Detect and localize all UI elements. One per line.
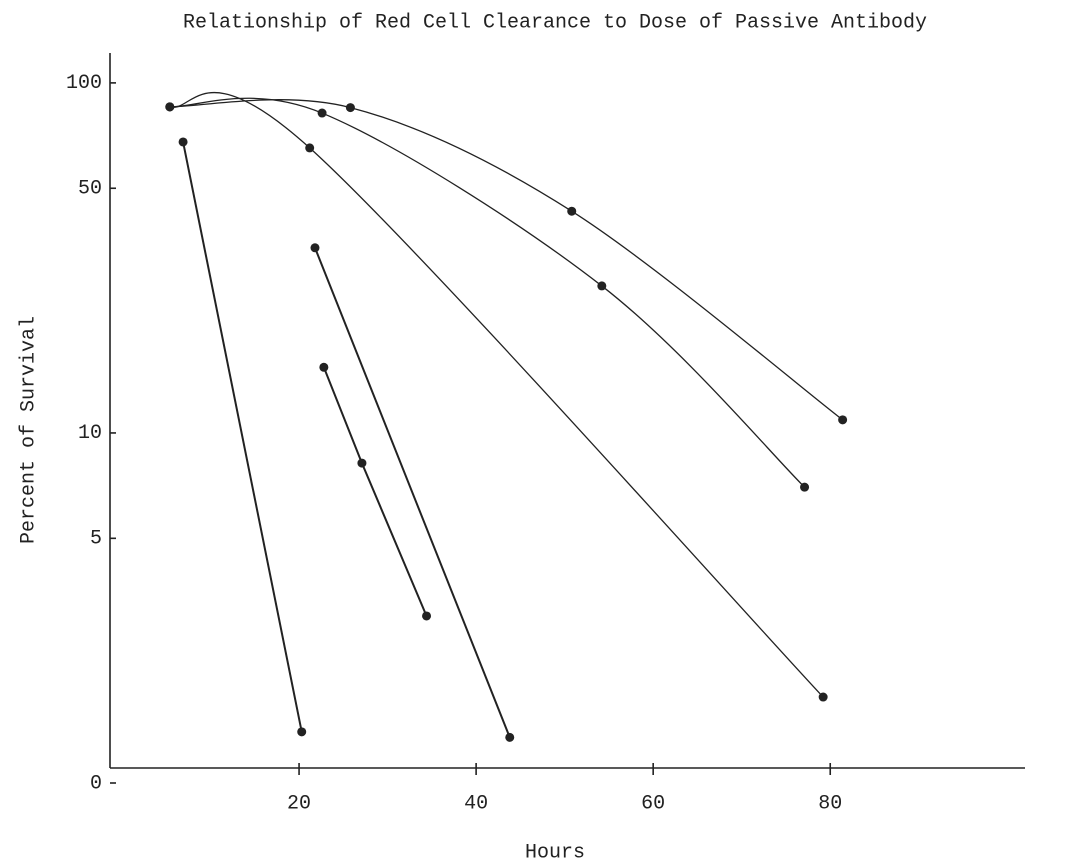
- y-tick-label: 5: [90, 528, 102, 551]
- data-point: [345, 103, 355, 113]
- series-line: [169, 97, 806, 488]
- x-tick-label: 80: [818, 792, 842, 815]
- data-point: [800, 482, 810, 492]
- data-point: [297, 727, 307, 737]
- y-tick-label: 100: [66, 72, 102, 95]
- data-point: [319, 362, 329, 372]
- series-line: [169, 91, 824, 698]
- series-line: [169, 99, 844, 421]
- data-point: [165, 102, 175, 112]
- series-line: [314, 247, 511, 738]
- y-axis-label: Percent of Survival: [17, 316, 40, 544]
- data-point: [305, 143, 315, 153]
- x-tick-label: 40: [464, 792, 488, 815]
- y-tick-label: 0: [90, 772, 102, 795]
- data-point: [597, 281, 607, 291]
- y-tick-label: 50: [78, 178, 102, 201]
- data-point: [567, 206, 577, 216]
- x-tick-label: 60: [641, 792, 665, 815]
- y-tick-label: 10: [78, 422, 102, 445]
- data-point: [818, 692, 828, 702]
- data-point: [505, 732, 515, 742]
- series-line: [182, 141, 303, 733]
- data-point: [310, 243, 320, 253]
- data-point: [178, 137, 188, 147]
- data-point: [838, 415, 848, 425]
- x-tick-label: 20: [287, 792, 311, 815]
- data-point: [357, 458, 367, 468]
- data-point: [422, 611, 432, 621]
- x-axis-label: Hours: [525, 841, 585, 864]
- data-point: [317, 108, 327, 118]
- chart-title: Relationship of Red Cell Clearance to Do…: [183, 11, 927, 34]
